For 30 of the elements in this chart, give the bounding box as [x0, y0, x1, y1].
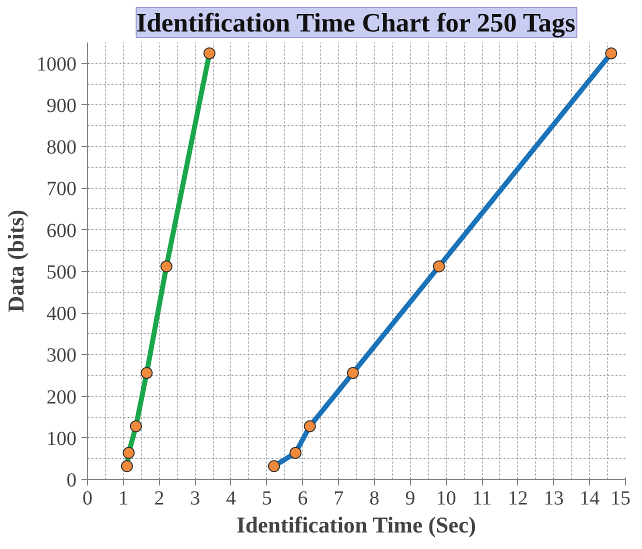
x-tick-label: 3: [190, 488, 200, 510]
chart-title: Identification Time Chart for 250 Tags: [136, 8, 576, 38]
x-tick-label: 12: [508, 488, 528, 510]
y-tick-label: 1000: [36, 53, 76, 76]
x-tick-label: 1: [118, 488, 128, 510]
x-tick-label: 13: [544, 488, 564, 510]
y-axis-title: Data (bits): [4, 210, 28, 312]
x-tick-label: 2: [154, 488, 164, 510]
x-tick-label: 4: [226, 488, 236, 510]
x-tick-label: 15: [610, 488, 630, 510]
x-tick-label: 14: [580, 488, 600, 510]
x-tick-label: 6: [298, 488, 308, 510]
y-tick-label: 400: [46, 303, 76, 326]
x-tick-label: 0: [82, 488, 92, 510]
y-tick-label: 500: [46, 261, 76, 284]
x-axis-title: Identification Time (Sec): [236, 512, 476, 538]
y-tick-label: 600: [46, 220, 76, 242]
y-tick-label: 100: [46, 428, 76, 450]
x-tick-label: 5: [262, 488, 272, 510]
x-tick-label: 9: [405, 488, 416, 510]
y-tick-label: 800: [46, 136, 76, 159]
x-tick-label: 10: [436, 488, 456, 510]
x-tick-label: 8: [369, 488, 380, 510]
x-tick-label: 7: [334, 488, 344, 510]
y-tick-label: 300: [46, 344, 76, 367]
x-tick-label: 11: [472, 488, 492, 510]
y-tick-label: 700: [46, 178, 76, 200]
y-tick-label: 900: [46, 94, 76, 117]
y-tick-label: 0: [66, 470, 76, 492]
y-tick-label: 200: [46, 386, 76, 408]
